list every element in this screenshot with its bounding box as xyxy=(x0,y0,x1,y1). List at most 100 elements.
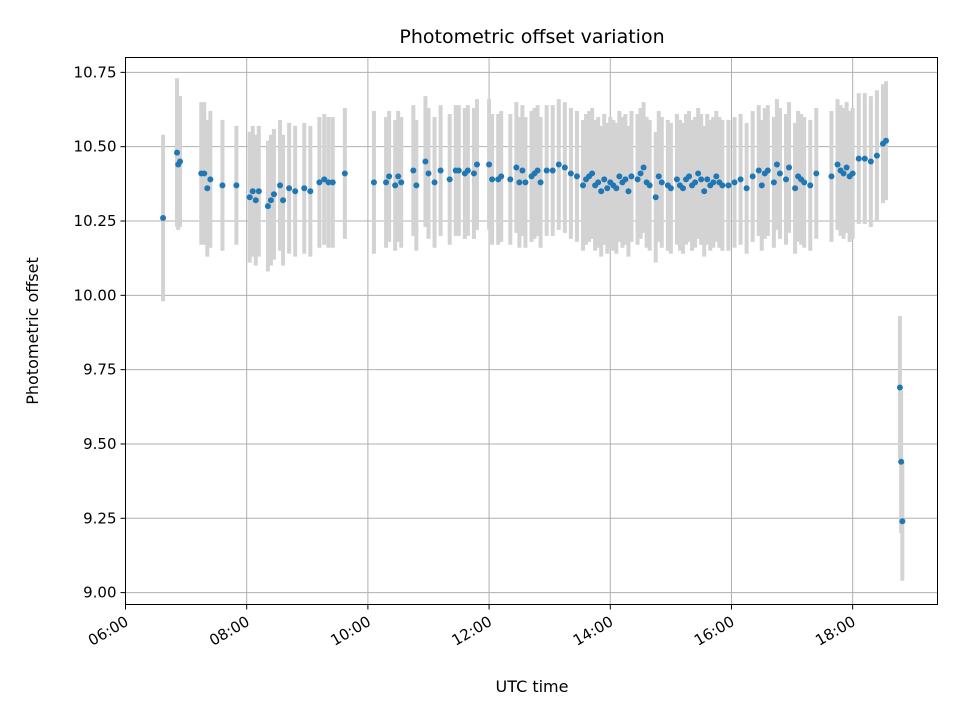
data-point xyxy=(755,167,762,174)
data-point xyxy=(160,215,167,222)
data-point xyxy=(673,176,680,183)
data-points xyxy=(160,137,906,525)
data-point xyxy=(280,197,287,204)
data-point xyxy=(277,182,284,189)
data-point xyxy=(704,176,711,183)
data-point xyxy=(801,179,808,186)
x-axis-label: UTC time xyxy=(496,677,569,696)
data-point xyxy=(286,185,293,192)
data-point xyxy=(292,188,299,195)
data-point xyxy=(710,179,717,186)
data-point xyxy=(698,176,705,183)
data-point xyxy=(667,185,674,192)
data-point xyxy=(899,518,906,525)
data-point xyxy=(743,185,750,192)
data-point xyxy=(719,182,726,189)
data-point xyxy=(329,179,336,186)
y-tick-label: 10.25 xyxy=(74,212,117,230)
y-tick-label: 9.75 xyxy=(83,361,116,379)
data-point xyxy=(652,194,659,201)
data-point xyxy=(267,197,274,204)
data-point xyxy=(392,182,399,189)
data-point xyxy=(692,179,699,186)
y-tick-label: 10.50 xyxy=(74,138,117,156)
y-tick-label: 10.00 xyxy=(74,286,117,304)
data-point xyxy=(640,164,647,171)
data-point xyxy=(792,185,799,192)
data-point xyxy=(470,170,477,177)
data-point xyxy=(386,173,393,180)
data-point xyxy=(786,164,793,171)
data-point xyxy=(522,179,529,186)
data-point xyxy=(770,179,777,186)
y-axis-label: Photometric offset xyxy=(23,257,42,405)
chart-title: Photometric offset variation xyxy=(399,26,664,48)
data-point xyxy=(316,179,323,186)
data-point xyxy=(731,179,738,186)
data-point xyxy=(695,170,702,177)
data-point xyxy=(233,182,240,189)
data-point xyxy=(896,384,903,391)
data-point xyxy=(204,185,211,192)
data-point xyxy=(567,170,574,177)
data-point xyxy=(219,182,226,189)
data-point xyxy=(573,173,580,180)
data-point xyxy=(455,167,462,174)
data-point xyxy=(725,182,732,189)
data-point xyxy=(634,176,641,183)
data-point xyxy=(840,170,847,177)
data-point xyxy=(616,173,623,180)
data-point xyxy=(321,176,328,183)
data-point xyxy=(598,188,605,195)
data-point xyxy=(813,170,820,177)
data-point xyxy=(834,161,841,168)
data-point xyxy=(855,155,862,162)
data-point xyxy=(383,179,390,186)
data-point xyxy=(580,182,587,189)
data-point xyxy=(410,167,417,174)
data-point xyxy=(737,176,744,183)
data-point xyxy=(201,170,208,177)
data-point xyxy=(516,179,523,186)
data-point xyxy=(252,197,259,204)
data-point xyxy=(513,164,520,171)
data-point xyxy=(270,191,277,198)
data-point xyxy=(658,179,665,186)
data-point xyxy=(613,185,620,192)
data-point xyxy=(537,179,544,186)
data-point xyxy=(549,167,556,174)
data-point xyxy=(464,167,471,174)
data-point xyxy=(431,179,438,186)
data-point xyxy=(555,161,562,168)
data-point xyxy=(307,188,314,195)
data-point xyxy=(686,173,693,180)
data-point xyxy=(849,170,856,177)
data-point xyxy=(701,188,708,195)
data-point xyxy=(589,170,596,177)
y-tick-label: 9.50 xyxy=(83,435,116,453)
data-point xyxy=(713,173,720,180)
data-point xyxy=(489,176,496,183)
data-point xyxy=(543,167,550,174)
y-axis: 9.00 9.25 9.50 9.75 10.00 10.25 10.50 10.75 xyxy=(74,63,126,602)
data-point xyxy=(341,170,348,177)
data-point xyxy=(207,176,214,183)
data-point xyxy=(246,194,253,201)
data-point xyxy=(425,170,432,177)
data-point xyxy=(177,158,184,165)
data-point xyxy=(395,173,402,180)
data-point xyxy=(758,182,765,189)
data-point xyxy=(749,173,756,180)
data-point xyxy=(486,161,493,168)
y-tick-label: 9.00 xyxy=(83,584,116,602)
data-point xyxy=(422,158,429,165)
data-point xyxy=(519,167,526,174)
y-tick-label: 10.75 xyxy=(74,63,117,81)
data-point xyxy=(828,173,835,180)
data-point xyxy=(507,176,514,183)
data-point xyxy=(595,179,602,186)
data-point xyxy=(655,173,662,180)
data-point xyxy=(764,167,771,174)
data-point xyxy=(898,458,905,465)
